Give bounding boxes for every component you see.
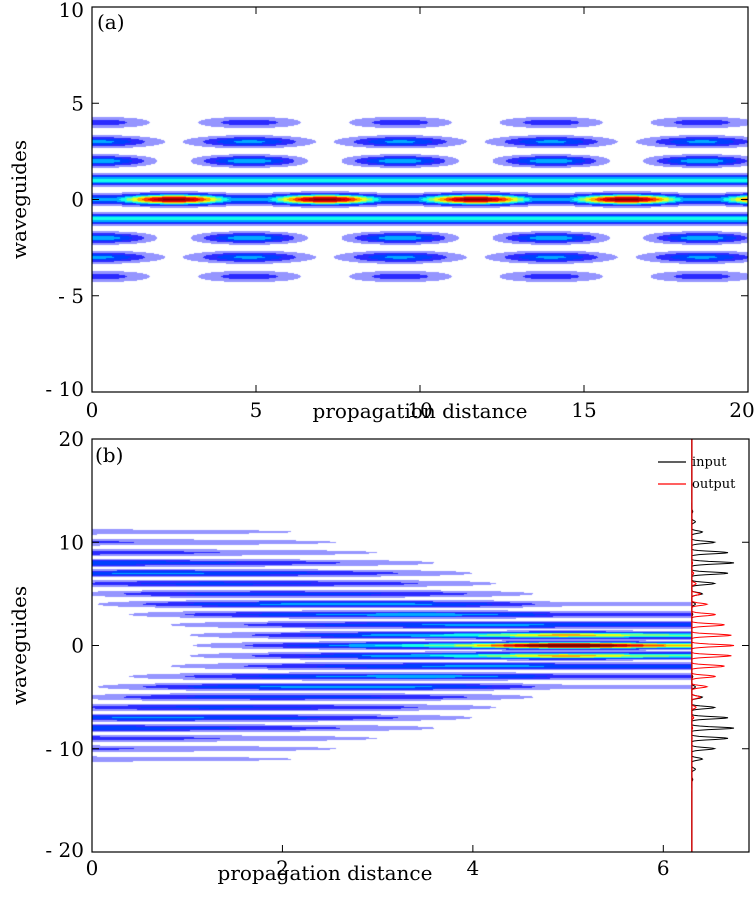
panel-b-profiles (691, 439, 735, 852)
panel-b-y-tick-label: 20 (59, 427, 84, 451)
panel-b-x-tick-label: 6 (657, 856, 670, 880)
panel-a: 0 5 10 15 20 10 5 0 - 5 - 10 (a) propagation dist… (7, 0, 755, 423)
panel-b-y-axis-label: waveguides (7, 586, 31, 705)
legend-input-label: input (692, 455, 727, 470)
panel-a-x-tick-label: 20 (729, 398, 754, 422)
panel-b-y-tick-label: - 20 (45, 838, 84, 862)
panel-a-y-tick-label: 10 (59, 0, 84, 22)
legend-output-label: output (692, 477, 736, 492)
panel-b-x-tick-label: 0 (86, 856, 99, 880)
panel-b-ticks: 0 2 4 6 20 10 0 - 10 - 20 (45, 427, 749, 880)
panel-b-label: (b) (95, 443, 123, 467)
panel-a-y-tick-label: 5 (71, 91, 84, 115)
profile-line-output (691, 439, 735, 852)
panel-a-heatmap-image (92, 7, 748, 392)
panel-a-label: (a) (97, 10, 125, 34)
panel-a-x-tick-label: 15 (571, 398, 596, 422)
panel-a-x-tick-label: 10 (407, 398, 432, 422)
panel-a-x-tick-label: 0 (86, 398, 99, 422)
panel-a-y-tick-label: - 10 (45, 377, 84, 401)
panel-a-ticks: 0 5 10 15 20 10 5 0 - 5 - 10 (45, 0, 754, 422)
panel-b-x-tick-label: 2 (276, 856, 289, 880)
panel-b-y-tick-label: 10 (59, 530, 84, 554)
panel-a-intensity-map (92, 7, 748, 392)
panel-b: 0 2 4 6 20 10 0 - 10 - 20 (b) propagation distan… (7, 427, 750, 885)
panel-a-x-axis-label: propagation distance (313, 399, 528, 423)
panel-b-legend: input output (658, 455, 736, 492)
panel-a-x-tick-label: 5 (250, 398, 263, 422)
panel-b-x-tick-label: 4 (467, 856, 480, 880)
panel-a-y-tick-label: 0 (71, 188, 84, 212)
panel-a-y-axis-label: waveguides (7, 140, 31, 259)
panel-b-y-tick-label: 0 (71, 634, 84, 658)
panel-b-intensity-map (92, 439, 692, 852)
panel-b-y-tick-label: - 10 (45, 737, 84, 761)
panel-b-heatmap-image (92, 439, 692, 852)
panel-a-y-tick-label: - 5 (58, 284, 84, 308)
panel-b-x-axis-label: propagation distance (218, 861, 433, 885)
